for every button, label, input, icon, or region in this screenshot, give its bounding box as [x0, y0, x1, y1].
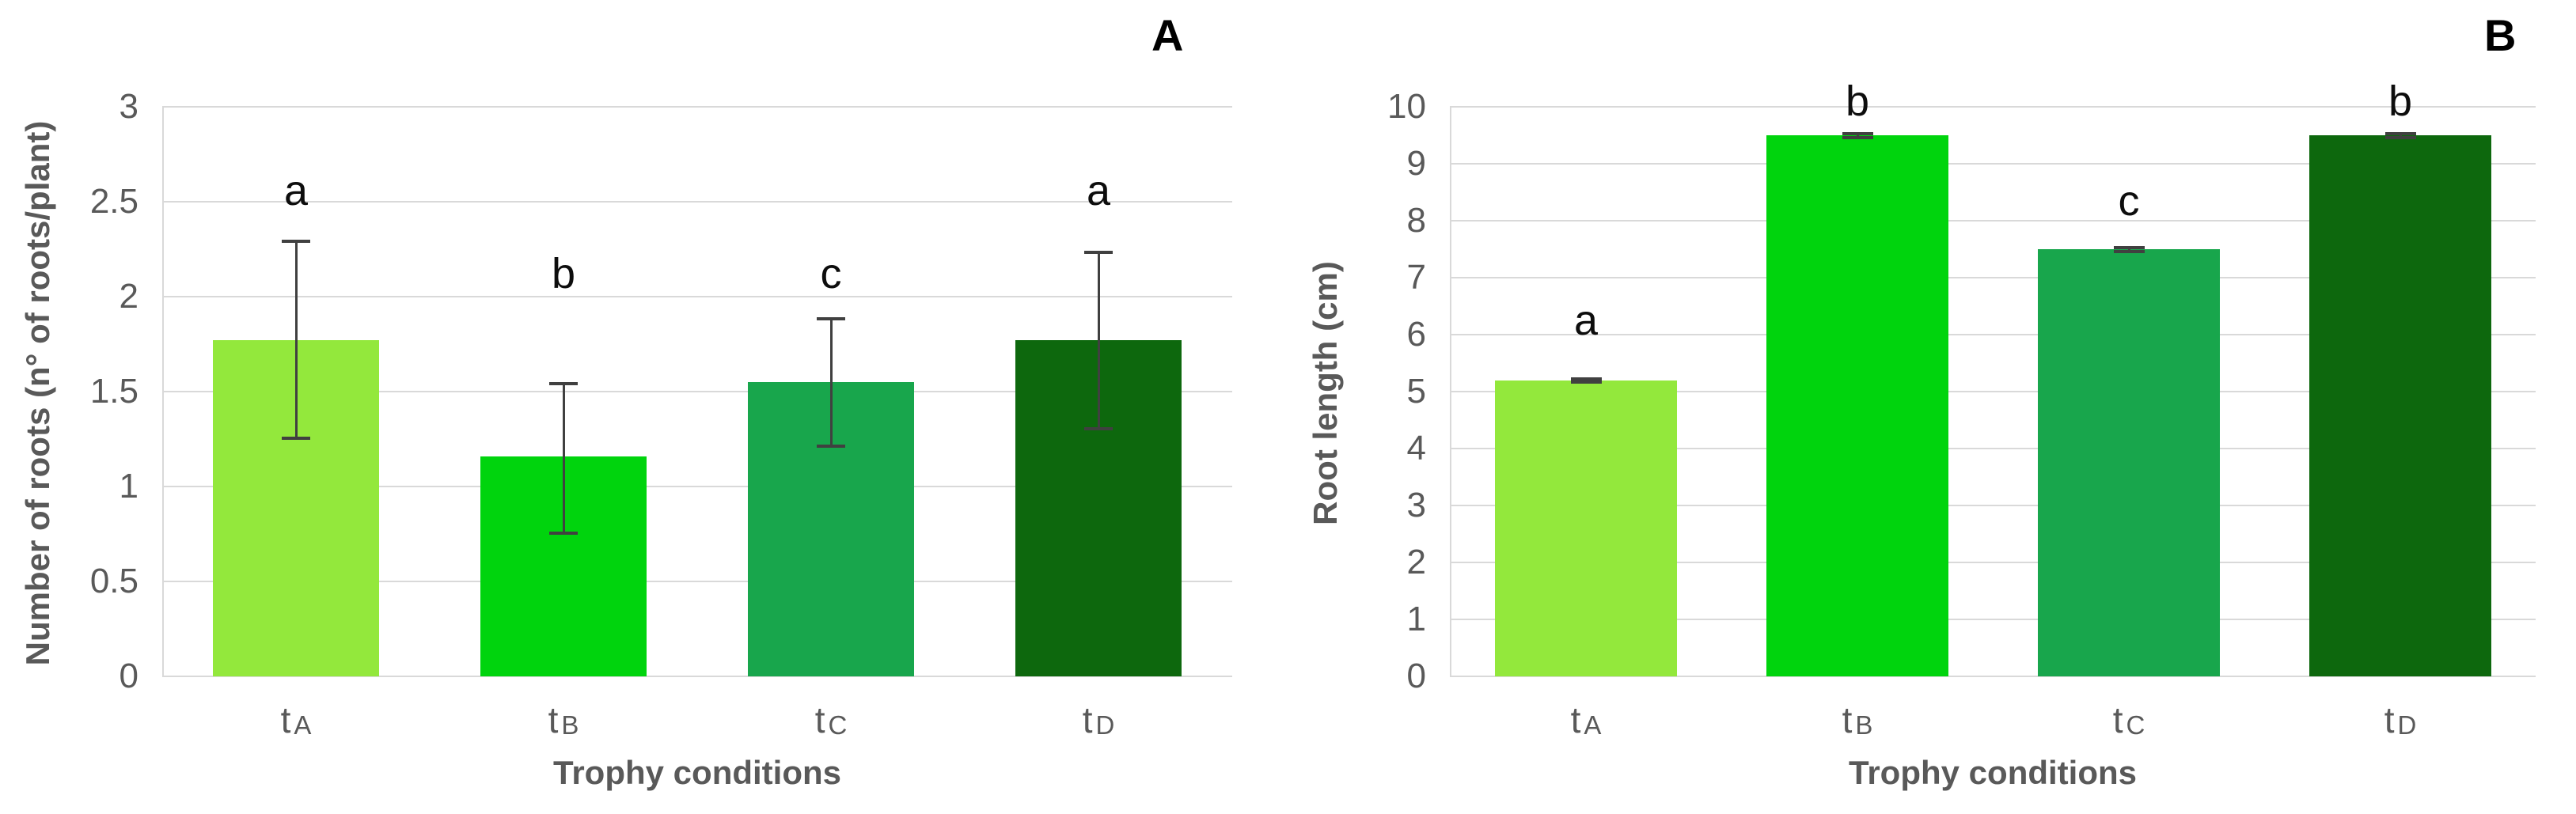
- error-cap-bottom-tA: [282, 437, 310, 440]
- gridline-y-10: [1450, 106, 2536, 108]
- gridline-y-3: [162, 106, 1232, 108]
- y-tick-label-3: 3: [1406, 486, 1426, 524]
- y-tick-label-2: 2: [1406, 543, 1426, 581]
- y-tick-label-6: 6: [1406, 315, 1426, 354]
- y-tick-label-8: 8: [1406, 201, 1426, 240]
- significance-letter-tB: b: [551, 250, 576, 298]
- error-cap-bottom-tD: [1084, 427, 1113, 430]
- x-axis-title-b: Trophy conditions: [1849, 754, 2137, 791]
- y-tick-label-2: 2: [119, 277, 138, 316]
- bar-tB: [1766, 135, 1948, 676]
- gridline-y-8: [1450, 220, 2536, 221]
- error-cap-bottom-tA: [1570, 380, 1602, 384]
- y-tick-label-5: 5: [1406, 372, 1426, 411]
- gridline-y-7: [1450, 277, 2536, 278]
- gridline-y-1: [162, 486, 1232, 487]
- y-tick-label-3: 3: [119, 87, 138, 126]
- error-cap-bottom-tB: [1842, 135, 1873, 139]
- panel-label-b: B: [2484, 10, 2517, 60]
- error-cap-bottom-tB: [549, 532, 578, 535]
- gridline-y-9: [1450, 163, 2536, 165]
- panel-label-a: A: [1151, 10, 1184, 60]
- gridline-y-5: [1450, 391, 2536, 392]
- gridline-y-1.5: [162, 391, 1232, 392]
- gridline-y-4: [1450, 448, 2536, 449]
- error-cap-top-tD: [2384, 132, 2416, 136]
- error-bar-tB: [562, 382, 565, 534]
- gridline-y-0.5: [162, 581, 1232, 582]
- significance-letter-tA: a: [1573, 297, 1599, 344]
- plot-area: a b c a: [162, 106, 1232, 677]
- error-cap-top-tB: [1842, 132, 1873, 136]
- y-tick-label-2.5: 2.5: [89, 182, 138, 221]
- y-tick-label-4: 4: [1406, 429, 1426, 468]
- significance-letter-tC: c: [2118, 176, 2140, 225]
- y-tick-label-10: 10: [1387, 87, 1426, 126]
- bar-tA: [1495, 380, 1677, 676]
- significance-letter-tC: c: [820, 250, 842, 298]
- error-cap-bottom-tC: [817, 444, 845, 448]
- error-cap-top-tA: [282, 240, 310, 243]
- error-cap-bottom-tD: [2384, 135, 2416, 139]
- significance-letter-tD: a: [1086, 166, 1111, 214]
- significance-letter-tD: b: [2388, 77, 2413, 125]
- significance-letter-tA: a: [283, 166, 309, 214]
- y-tick-label-0: 0: [119, 657, 138, 695]
- y-tick-label-1: 1: [119, 467, 138, 505]
- x-axis-title-a: Trophy conditions: [553, 754, 841, 791]
- gridline-y-6: [1450, 334, 2536, 335]
- y-axis-line: [1450, 107, 1451, 676]
- plot-area: a b c b: [1450, 78, 2536, 677]
- gridline-y-2: [162, 296, 1232, 297]
- gridline-y-0: [162, 676, 1232, 677]
- bar-tD: [2309, 135, 2491, 676]
- error-bar-tA: [294, 240, 298, 439]
- y-tick-label-0: 0: [1406, 657, 1426, 695]
- error-cap-top-tC: [817, 317, 845, 321]
- gridline-y-2: [1450, 562, 2536, 563]
- error-cap-top-tD: [1084, 251, 1113, 255]
- bar-tC: [2038, 249, 2220, 676]
- y-axis-line: [162, 107, 164, 676]
- error-bar-tC: [829, 317, 833, 447]
- gridline-y-3: [1450, 505, 2536, 506]
- gridline-y-1: [1450, 619, 2536, 620]
- error-cap-top-tC: [2113, 246, 2145, 250]
- error-cap-top-tA: [1570, 377, 1602, 380]
- gridline-y-0: [1450, 676, 2536, 677]
- y-tick-label-9: 9: [1406, 144, 1426, 183]
- error-cap-bottom-tC: [2113, 249, 2145, 253]
- y-tick-label-1.5: 1.5: [89, 372, 138, 411]
- error-cap-top-tB: [549, 382, 578, 385]
- y-tick-label-7: 7: [1406, 258, 1426, 297]
- significance-letter-tB: b: [1845, 77, 1870, 125]
- y-tick-label-1: 1: [1406, 600, 1426, 638]
- gridline-y-2.5: [162, 201, 1232, 203]
- error-bar-tD: [1097, 251, 1100, 430]
- y-tick-label-0.5: 0.5: [89, 562, 138, 600]
